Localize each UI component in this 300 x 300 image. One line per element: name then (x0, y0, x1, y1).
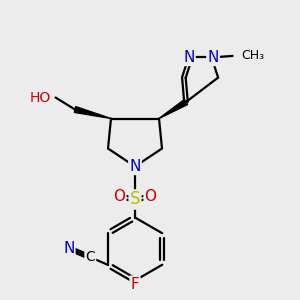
Text: O: O (113, 189, 125, 204)
Text: N: N (129, 159, 141, 174)
Polygon shape (74, 106, 111, 119)
Text: F: F (130, 277, 140, 292)
Text: O: O (145, 189, 157, 204)
Text: C: C (85, 250, 95, 264)
Text: N: N (183, 50, 195, 65)
Text: N: N (63, 241, 74, 256)
Text: N: N (207, 50, 219, 65)
Text: S: S (130, 190, 140, 208)
Polygon shape (159, 99, 188, 119)
Text: CH₃: CH₃ (242, 50, 265, 62)
Text: HO: HO (30, 91, 51, 104)
